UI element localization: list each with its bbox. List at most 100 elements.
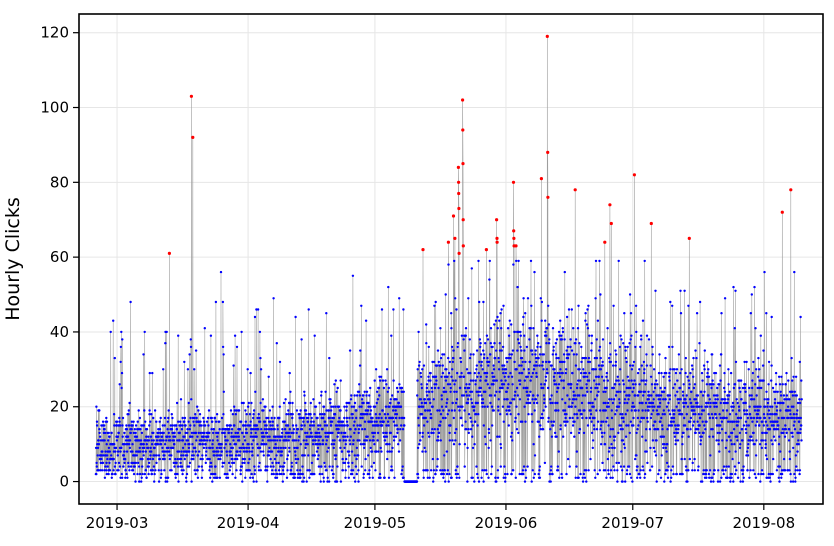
- data-point: [673, 431, 676, 435]
- data-point: [508, 409, 511, 412]
- data-point: [273, 446, 276, 450]
- data-point: [321, 428, 324, 431]
- data-point: [218, 428, 221, 431]
- data-point: [667, 394, 670, 397]
- data-point: [376, 431, 380, 435]
- data-point: [200, 476, 204, 479]
- data-point: [344, 469, 347, 472]
- data-point: [767, 360, 771, 364]
- data-point: [534, 398, 538, 401]
- data-point: [623, 390, 626, 393]
- data-point: [402, 390, 405, 393]
- outlier-point: [456, 165, 460, 169]
- data-point: [331, 439, 334, 442]
- data-point: [213, 416, 217, 420]
- data-point: [734, 360, 738, 364]
- data-point: [120, 330, 123, 334]
- data-point: [143, 446, 146, 450]
- data-point: [402, 476, 405, 479]
- data-point: [640, 364, 643, 367]
- data-point: [465, 428, 468, 431]
- data-point: [486, 338, 490, 341]
- data-point: [643, 368, 646, 371]
- data-point: [264, 405, 267, 408]
- data-point: [180, 469, 183, 472]
- data-point: [665, 450, 668, 453]
- data-point: [463, 409, 466, 412]
- data-point: [762, 349, 765, 352]
- data-point: [647, 338, 651, 341]
- data-point: [701, 379, 704, 382]
- data-point: [764, 454, 768, 457]
- data-point: [149, 457, 152, 461]
- data-point: [227, 461, 231, 465]
- data-point: [451, 360, 455, 364]
- data-point: [735, 413, 738, 416]
- data-point: [395, 424, 398, 427]
- data-point: [527, 413, 530, 416]
- data-point: [264, 465, 267, 468]
- data-point: [495, 480, 498, 483]
- data-point: [612, 304, 615, 307]
- data-point: [216, 435, 219, 438]
- data-point: [536, 394, 539, 397]
- data-point: [220, 454, 223, 457]
- data-point: [666, 476, 670, 479]
- data-point: [631, 390, 634, 393]
- data-point: [362, 401, 365, 405]
- data-point: [378, 413, 381, 416]
- data-point: [180, 457, 183, 461]
- data-point: [563, 360, 566, 364]
- data-point: [149, 420, 152, 423]
- data-point: [127, 465, 130, 468]
- data-point: [100, 457, 103, 461]
- data-point: [721, 439, 724, 442]
- data-point: [657, 472, 660, 476]
- outlier-point: [687, 236, 691, 240]
- data-point: [711, 416, 715, 420]
- data-point: [691, 469, 694, 472]
- data-point: [501, 345, 505, 349]
- data-point: [352, 424, 355, 427]
- data-point: [533, 472, 536, 476]
- data-point: [297, 439, 300, 442]
- data-point: [106, 450, 110, 453]
- data-point: [272, 465, 275, 468]
- data-point: [771, 443, 774, 446]
- data-point: [293, 472, 297, 476]
- data-point: [439, 413, 443, 416]
- data-point: [768, 428, 772, 431]
- data-point: [791, 435, 794, 438]
- data-point: [778, 435, 781, 438]
- data-point: [402, 416, 406, 420]
- data-point: [544, 379, 547, 382]
- data-point: [775, 469, 779, 472]
- data-point: [175, 428, 179, 431]
- data-point: [678, 409, 681, 412]
- data-point: [273, 439, 277, 442]
- data-point: [598, 349, 601, 352]
- data-point: [328, 356, 331, 360]
- data-point: [313, 334, 316, 337]
- data-point: [517, 431, 520, 435]
- data-point: [177, 450, 181, 453]
- data-point: [683, 457, 686, 461]
- data-point: [707, 394, 710, 397]
- data-point: [748, 476, 751, 479]
- y-tick-label: 100: [40, 99, 69, 117]
- data-point: [568, 465, 571, 468]
- data-point: [427, 375, 430, 378]
- data-point: [455, 398, 459, 401]
- data-point: [418, 443, 421, 446]
- data-point: [388, 443, 391, 446]
- data-point: [667, 465, 670, 468]
- data-point: [570, 349, 574, 352]
- data-point: [275, 476, 279, 479]
- data-point: [534, 353, 537, 356]
- data-point: [552, 424, 555, 427]
- data-point: [676, 390, 679, 393]
- data-point: [523, 480, 527, 483]
- data-point: [714, 398, 717, 401]
- data-point: [745, 360, 748, 364]
- data-point: [677, 401, 680, 405]
